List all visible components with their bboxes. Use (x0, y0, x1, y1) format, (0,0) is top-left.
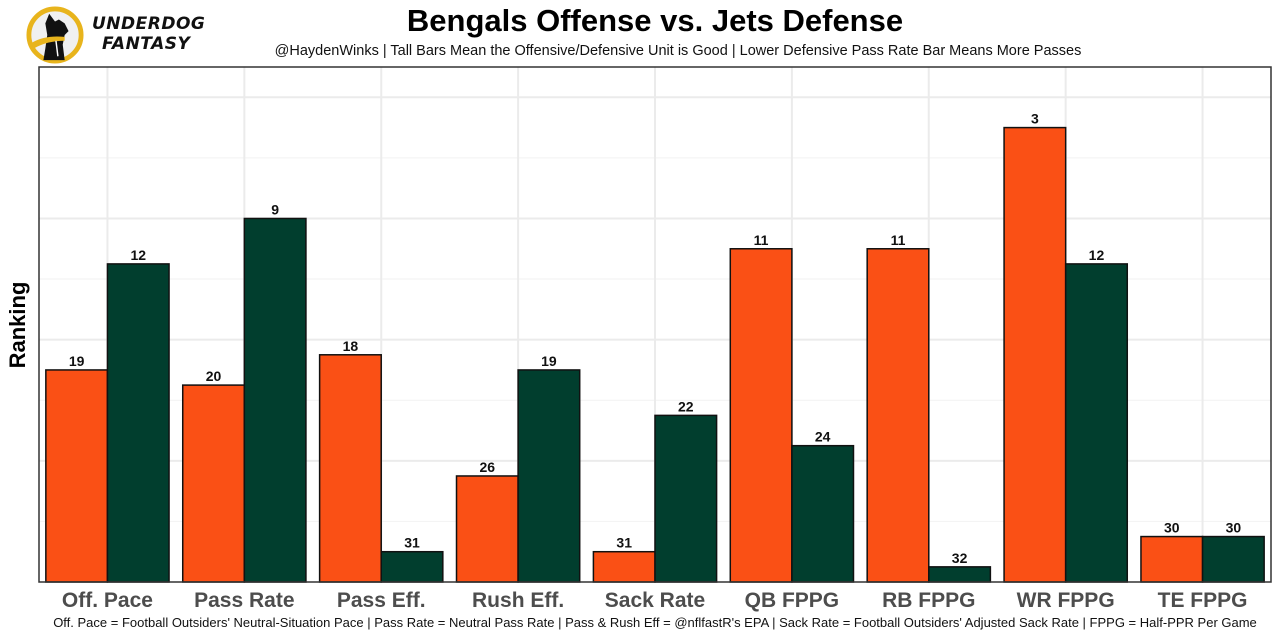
x-tick-label: Sack Rate (605, 589, 705, 612)
offense-bar (1140, 535, 1204, 583)
defense-bar (517, 369, 581, 583)
logo-wordmark: UNDERDOG FANTASY (92, 14, 205, 54)
defense-rank-label: 9 (271, 201, 279, 217)
bars (45, 126, 1265, 583)
logo-line-1: UNDERDOG (92, 14, 206, 34)
defense-rank-label: 12 (130, 247, 146, 263)
offense-bar (866, 248, 930, 583)
defense-bar (928, 566, 992, 583)
offense-bar (318, 354, 382, 583)
x-tick-label: Off. Pace (62, 589, 153, 612)
offense-rank-label: 31 (616, 535, 632, 551)
offense-rank-label: 3 (1031, 111, 1039, 127)
defense-rank-label: 19 (541, 353, 557, 369)
defense-bar (106, 263, 170, 583)
logo-line-2: FANTASY (102, 34, 191, 54)
offense-rank-label: 20 (206, 368, 222, 384)
defense-rank-label: 24 (815, 429, 831, 445)
defense-bar (654, 414, 718, 583)
x-tick-label: Rush Eff. (472, 589, 564, 612)
offense-bar (181, 384, 246, 583)
offense-rank-label: 18 (343, 338, 359, 354)
chart-subtitle: @HaydenWinks | Tall Bars Mean the Offens… (274, 43, 1082, 59)
x-tick-label: Pass Eff. (337, 589, 426, 612)
x-tick-label: RB FPPG (882, 589, 975, 612)
x-tick-label: WR FPPG (1017, 589, 1115, 612)
defense-rank-label: 12 (1089, 247, 1105, 263)
offense-rank-label: 19 (69, 353, 85, 369)
x-tick-label: Pass Rate (194, 589, 294, 612)
defense-rank-label: 30 (1226, 520, 1242, 536)
offense-bar (1003, 126, 1067, 583)
defense-rank-label: 22 (678, 398, 694, 414)
underdog-fantasy-logo: UNDERDOG FANTASY (24, 4, 224, 64)
defense-bar (1064, 263, 1129, 583)
defense-bar (243, 217, 307, 583)
defense-rank-label: 32 (952, 550, 968, 566)
defense-bar (380, 550, 444, 583)
offense-rank-label: 11 (891, 232, 906, 248)
offense-rank-label: 26 (480, 459, 496, 475)
plot-frame (38, 66, 1272, 583)
offense-bar (729, 248, 793, 583)
offense-bar (592, 550, 656, 583)
data-labels: 19 12 20 9 18 31 26 19 31 22 11 24 11 32 3 12 30 30 (69, 111, 1241, 566)
defense-bar (1201, 535, 1265, 583)
offense-rank-label: 30 (1164, 520, 1180, 536)
x-tick-labels: Off. Pace Pass Rate Pass Eff. Rush Eff. Sack… (62, 589, 1248, 612)
chart-title: Bengals Offense vs. Jets Defense (406, 3, 904, 38)
x-tick-label: TE FPPG (1158, 589, 1248, 612)
offense-bar (455, 475, 519, 583)
x-tick-label: QB FPPG (745, 589, 840, 612)
defense-rank-label: 31 (404, 535, 420, 551)
footnote-caption: Off. Pace = Football Outsiders' Neutral-… (53, 615, 1257, 630)
dog-logo-icon (26, 6, 84, 64)
offense-rank-label: 11 (754, 232, 769, 248)
defense-bar (791, 444, 855, 583)
offense-bar (45, 369, 109, 583)
